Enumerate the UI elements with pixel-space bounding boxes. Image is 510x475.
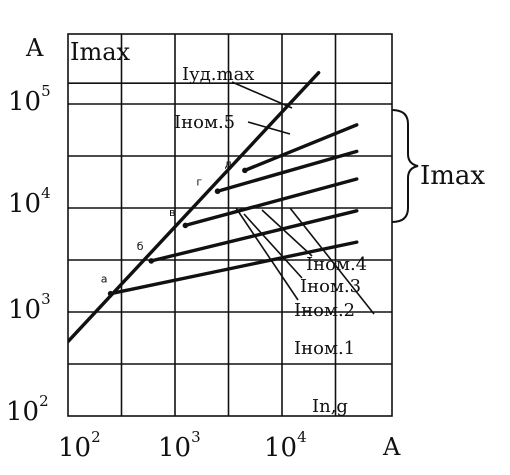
group-label: Imax [420,161,485,191]
series-label-3: Iном.3 [300,276,361,297]
group-brace [391,109,419,223]
leader-line-5 [289,207,375,315]
series-line-2 [149,209,359,263]
series-label-1: Iном.1 [294,338,355,359]
point-label-g: г [196,176,202,189]
point-label-v: в [169,206,175,219]
x-axis-unit: A [382,433,401,461]
series-line-1 [108,240,359,296]
series-label-5: Iном.5 [174,112,235,133]
x-axis-label: In,g [312,396,348,417]
x-tick-label-100: 102 [58,428,101,463]
plot-frame [67,33,393,417]
point-label-a: а [101,273,108,286]
series-lines [68,70,359,344]
leader-line-2 [261,209,313,257]
peak-line-label: Iуд.max [182,64,254,85]
peak-line [68,70,321,344]
series-label-4: Iном.4 [306,254,367,275]
point-label-b: б [137,240,144,253]
series-line-4 [215,149,359,193]
leader-line-4 [235,207,299,301]
series-start-marker-5 [242,167,248,174]
series-line-5 [243,123,359,173]
y-axis-unit: A [25,34,44,62]
y-tick-label-100000: 105 [8,82,51,117]
point-label-d: д [224,157,232,170]
series-start-marker-4 [214,188,221,195]
y-tick-label-1000: 103 [8,290,51,325]
leader-line-3 [243,213,303,279]
y-tick-label-100: 102 [6,392,49,427]
series-start-marker-3 [182,222,189,229]
y-axis-label: Imax [70,38,131,66]
series-start-marker-2 [148,258,155,264]
series-start-marker-1 [107,290,114,297]
x-tick-label-1000: 103 [158,428,201,463]
leader-line-0 [231,81,293,109]
y-tick-label-10000: 104 [8,184,51,219]
series-line-3 [183,177,359,228]
series-label-2: Iном.2 [294,300,355,321]
x-tick-label-10000: 104 [264,428,307,463]
